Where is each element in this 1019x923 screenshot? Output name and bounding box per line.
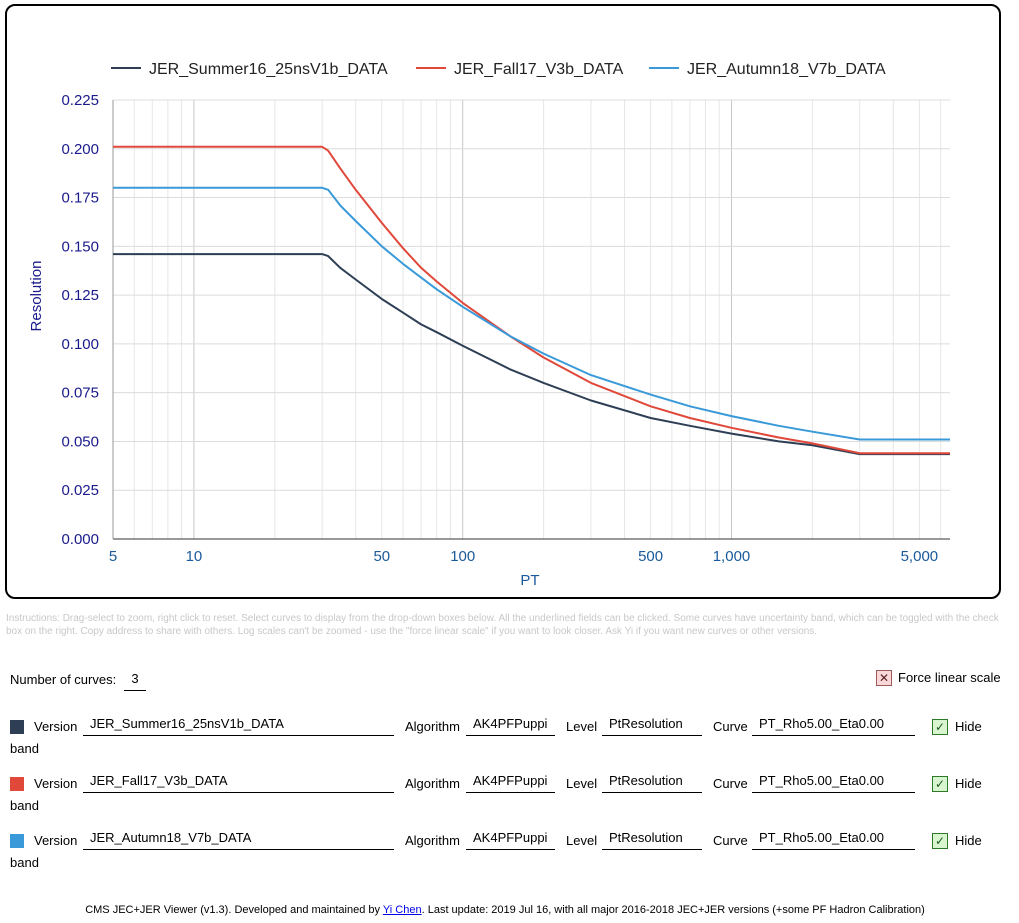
x-axis-label: PT <box>520 572 539 589</box>
level-label: Level <box>566 833 598 848</box>
footer-suffix: . Last update: 2019 Jul 16, with all maj… <box>421 904 925 916</box>
num-curves-select[interactable]: 3 <box>124 668 146 691</box>
level-select[interactable]: PtResolution <box>602 826 702 850</box>
curve-select[interactable]: PT_Rho5.00_Eta0.00 <box>752 769 915 793</box>
x-tick-label: 5,000 <box>901 548 939 565</box>
footer-prefix: CMS JEC+JER Viewer (v1.3). Developed and… <box>85 904 383 916</box>
footer: CMS JEC+JER Viewer (v1.3). Developed and… <box>0 904 1010 916</box>
curve-color-swatch <box>10 777 24 791</box>
y-tick-label: 0.000 <box>61 531 99 548</box>
instructions-text: Instructions: Drag-select to zoom, right… <box>6 613 999 637</box>
algorithm-label: Algorithm <box>405 719 460 734</box>
force-linear-label: Force linear scale <box>898 670 1001 685</box>
band-label: band <box>10 855 39 870</box>
band-label: band <box>10 798 39 813</box>
legend-label: JER_Summer16_25nsV1b_DATA <box>149 61 388 78</box>
y-tick-label: 0.175 <box>61 190 99 207</box>
hide-label: Hide <box>955 833 982 848</box>
algorithm-select[interactable]: AK4PFPuppi <box>466 712 555 736</box>
band-label: band <box>10 741 39 756</box>
y-tick-label: 0.100 <box>61 336 99 353</box>
y-tick-label: 0.125 <box>61 287 99 304</box>
x-tick-label: 50 <box>373 548 390 565</box>
algorithm-label: Algorithm <box>405 833 460 848</box>
version-label: Version <box>34 776 78 791</box>
hide-label: Hide <box>955 776 982 791</box>
algorithm-select[interactable]: AK4PFPuppi <box>466 769 555 793</box>
hide-band-checkbox[interactable]: ✓ <box>932 776 948 792</box>
algorithm-label: Algorithm <box>405 776 460 791</box>
x-tick-label: 5 <box>109 548 117 565</box>
curve-row: Version JER_Autumn18_V7b_DATA Algorithm AK4… <box>0 830 1019 878</box>
y-tick-label: 0.150 <box>61 238 99 255</box>
curve-select[interactable]: PT_Rho5.00_Eta0.00 <box>752 826 915 850</box>
hide-band-checkbox[interactable]: ✓ <box>932 719 948 735</box>
x-tick-label: 10 <box>186 548 203 565</box>
curve-label: Curve <box>713 776 748 791</box>
version-select[interactable]: JER_Summer16_25nsV1b_DATA <box>83 712 394 736</box>
algorithm-select[interactable]: AK4PFPuppi <box>466 826 555 850</box>
curve-label: Curve <box>713 719 748 734</box>
y-tick-label: 0.075 <box>61 385 99 402</box>
curve-color-swatch <box>10 834 24 848</box>
version-select[interactable]: JER_Autumn18_V7b_DATA <box>83 826 394 850</box>
legend-label: JER_Fall17_V3b_DATA <box>454 61 624 78</box>
hide-band-checkbox[interactable]: ✓ <box>932 833 948 849</box>
y-tick-label: 0.050 <box>61 433 99 450</box>
force-linear-checkbox[interactable]: ✕ <box>876 670 892 686</box>
resolution-chart[interactable]: 0.000 0.025 0.050 0.075 0.100 0.125 0.150 0.175… <box>7 6 1003 601</box>
level-label: Level <box>566 719 598 734</box>
version-label: Version <box>34 719 78 734</box>
curve-row: Version JER_Summer16_25nsV1b_DATA Algorith… <box>0 716 1019 764</box>
x-tick-label: 500 <box>638 548 663 565</box>
version-label: Version <box>34 833 78 848</box>
level-select[interactable]: PtResolution <box>602 769 702 793</box>
series-line <box>113 186 950 441</box>
level-select[interactable]: PtResolution <box>602 712 702 736</box>
y-tick-label: 0.225 <box>61 92 99 109</box>
series-line <box>113 253 950 456</box>
legend-label: JER_Autumn18_V7b_DATA <box>687 61 886 78</box>
level-label: Level <box>566 776 598 791</box>
hide-label: Hide <box>955 719 982 734</box>
x-tick-label: 1,000 <box>713 548 751 565</box>
num-curves-label: Number of curves: <box>10 672 117 687</box>
curve-select[interactable]: PT_Rho5.00_Eta0.00 <box>752 712 915 736</box>
author-link[interactable]: Yi Chen <box>382 904 422 916</box>
y-axis-label: Resolution <box>28 261 45 332</box>
series-line <box>113 145 950 455</box>
chart-panel[interactable]: 0.000 0.025 0.050 0.075 0.100 0.125 0.150 0.175… <box>5 4 1001 599</box>
curve-color-swatch <box>10 720 24 734</box>
curve-label: Curve <box>713 833 748 848</box>
curve-row: Version JER_Fall17_V3b_DATA Algorithm AK4PF… <box>0 773 1019 821</box>
version-select[interactable]: JER_Fall17_V3b_DATA <box>83 769 394 793</box>
y-tick-label: 0.025 <box>61 482 99 499</box>
x-tick-label: 100 <box>450 548 475 565</box>
y-tick-label: 0.200 <box>61 141 99 158</box>
